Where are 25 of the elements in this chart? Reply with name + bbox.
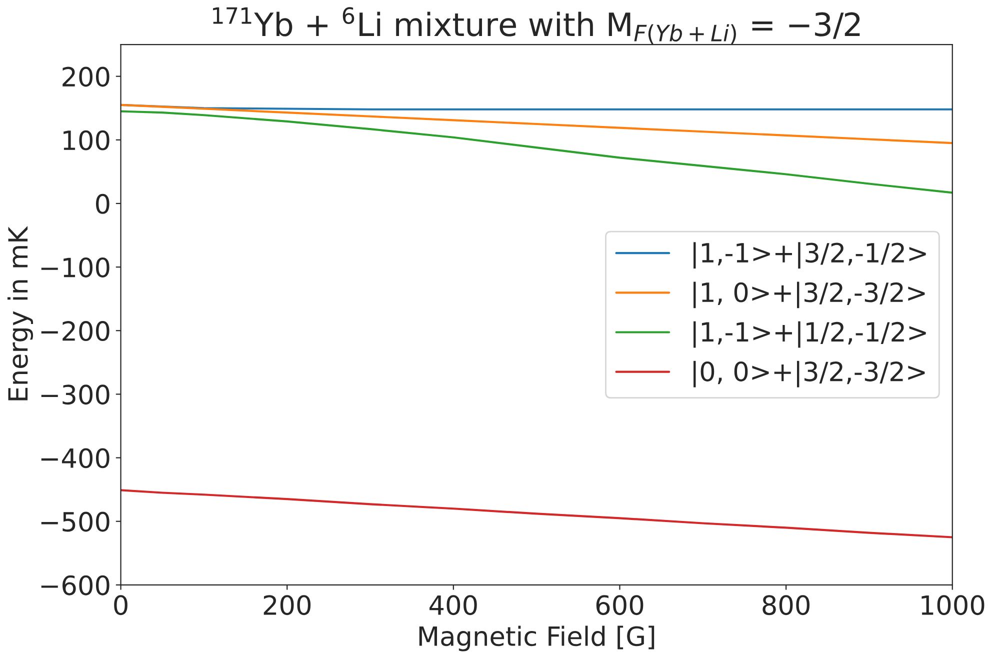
chart-title: $^{171}$Yb + $^{6}$Li mixture with M$_{F(Yb+Li)}$ = −3/2 bbox=[213, 7, 860, 44]
y-tick-label: 100 bbox=[64, 130, 110, 150]
x-tick-label: 200 bbox=[264, 595, 311, 616]
y-tick-label: −100 bbox=[41, 257, 110, 278]
y-tick-label: −400 bbox=[41, 448, 110, 468]
legend-label: |1,-1>+|3/2,-1/2> bbox=[694, 242, 926, 269]
x-axis-title: Magnetic Field [G] bbox=[419, 626, 654, 652]
y-tick-label: 200 bbox=[62, 66, 110, 87]
line-series bbox=[120, 489, 952, 538]
x-tick-label: 800 bbox=[762, 595, 810, 616]
y-tick-label: −500 bbox=[41, 512, 110, 532]
y-axis-title: Energy in mK bbox=[7, 226, 34, 400]
x-tick-label: 1000 bbox=[922, 595, 984, 616]
line-series bbox=[120, 110, 952, 194]
legend-label: |1, 0>+|3/2,-3/2> bbox=[694, 282, 925, 308]
y-tick-label: 0 bbox=[96, 194, 110, 214]
y-tick-label: −300 bbox=[41, 384, 110, 405]
legend-label: |0, 0>+|3/2,-3/2> bbox=[694, 360, 925, 388]
x-tick-label: 600 bbox=[596, 595, 644, 616]
legend-label: |1,-1>+|1/2,-1/2> bbox=[694, 321, 926, 348]
y-tick-label: −600 bbox=[41, 575, 110, 596]
line-series bbox=[120, 104, 952, 144]
x-tick-label: 0 bbox=[114, 595, 128, 616]
y-tick-label: −200 bbox=[41, 321, 110, 342]
x-tick-label: 400 bbox=[430, 595, 477, 616]
